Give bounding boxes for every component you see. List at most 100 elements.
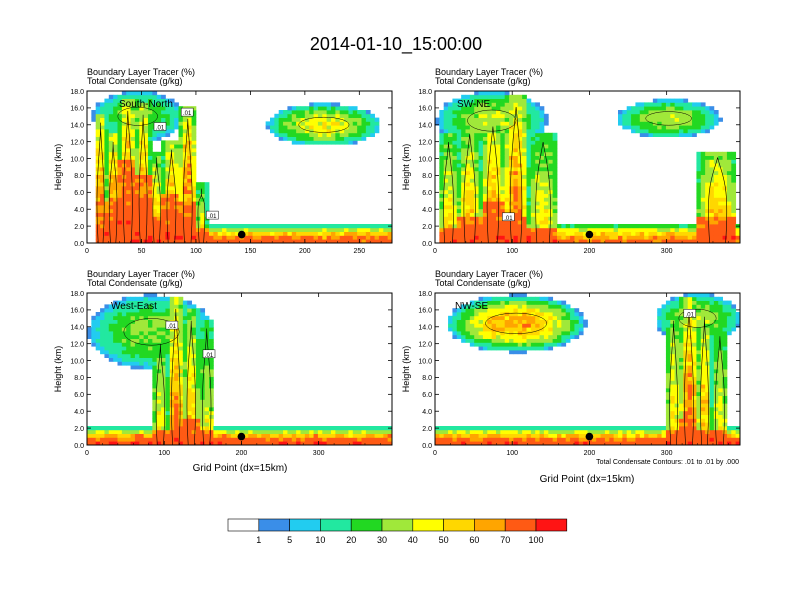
tracer-cell bbox=[357, 231, 362, 236]
tracer-cell bbox=[300, 437, 306, 442]
tracer-cell bbox=[130, 125, 136, 130]
tracer-cell bbox=[100, 113, 105, 118]
tracer-cell bbox=[230, 426, 236, 431]
tracer-cell bbox=[178, 403, 184, 408]
tracer-cell bbox=[465, 125, 471, 130]
tracer-cell bbox=[95, 174, 101, 179]
tracer-cell bbox=[204, 422, 210, 427]
tracer-cell bbox=[174, 403, 179, 408]
tracer-cell bbox=[500, 338, 506, 343]
tracer-cell bbox=[104, 441, 110, 445]
tracer-cell bbox=[452, 178, 458, 183]
tracer-cell bbox=[174, 167, 179, 172]
tracer-cell bbox=[296, 433, 301, 438]
tracer-cell bbox=[548, 189, 554, 194]
tracer-cell bbox=[665, 315, 671, 320]
tracer-cell bbox=[265, 125, 271, 130]
tracer-cell bbox=[731, 227, 737, 232]
tracer-cell bbox=[570, 319, 575, 324]
tracer-cell bbox=[535, 304, 540, 309]
tracer-cell bbox=[578, 437, 584, 442]
tracer-cell bbox=[143, 429, 149, 434]
tracer-cell bbox=[565, 426, 571, 431]
tracer-cell bbox=[491, 193, 497, 198]
tracer-cell bbox=[722, 155, 728, 160]
tracer-cell bbox=[596, 231, 601, 236]
tracer-cell bbox=[169, 353, 175, 358]
panel-title-line-2: Total Condensate (g/kg) bbox=[87, 278, 183, 288]
tracer-cell bbox=[439, 170, 445, 175]
tracer-cell bbox=[552, 167, 558, 172]
tracer-cell bbox=[213, 231, 219, 236]
tracer-cell bbox=[574, 327, 580, 332]
tracer-cell bbox=[565, 315, 571, 320]
tracer-cell bbox=[300, 239, 306, 243]
tracer-cell bbox=[456, 426, 462, 431]
tracer-cell bbox=[383, 235, 389, 240]
tracer-cell bbox=[530, 300, 536, 305]
tracer-cell bbox=[561, 334, 567, 339]
tracer-cell bbox=[548, 193, 554, 198]
tracer-cell bbox=[504, 227, 510, 232]
tracer-cell bbox=[178, 410, 184, 415]
tracer-cell bbox=[104, 235, 110, 240]
tracer-cell bbox=[117, 429, 123, 434]
tracer-cell bbox=[474, 220, 479, 225]
tracer-cell bbox=[465, 129, 471, 134]
tracer-cell bbox=[95, 132, 101, 137]
tracer-cell bbox=[535, 300, 540, 305]
tracer-cell bbox=[156, 300, 162, 305]
tracer-cell bbox=[100, 350, 105, 355]
tracer-cell bbox=[539, 193, 545, 198]
tracer-cell bbox=[270, 426, 275, 431]
tracer-cell bbox=[165, 380, 171, 385]
tracer-cell bbox=[113, 433, 118, 438]
tracer-cell bbox=[504, 178, 510, 183]
tracer-cell bbox=[487, 323, 493, 328]
tracer-cell bbox=[535, 155, 540, 160]
tracer-cell bbox=[100, 224, 105, 229]
tracer-cell bbox=[331, 426, 336, 431]
tracer-cell bbox=[100, 212, 105, 217]
tracer-cell bbox=[117, 308, 123, 313]
tracer-cell bbox=[195, 197, 201, 202]
tracer-cell bbox=[726, 155, 732, 160]
tracer-cell bbox=[609, 437, 615, 442]
tracer-cell bbox=[182, 129, 188, 134]
tracer-cell bbox=[731, 159, 737, 164]
tracer-cell bbox=[100, 182, 105, 187]
tracer-cell bbox=[491, 437, 497, 442]
tracer-cell bbox=[522, 300, 527, 305]
tracer-cell bbox=[443, 235, 449, 240]
tracer-cell bbox=[287, 224, 293, 229]
tracer-cell bbox=[95, 441, 101, 445]
tracer-cell bbox=[578, 331, 584, 336]
tracer-cell bbox=[456, 308, 462, 313]
tracer-cell bbox=[130, 193, 136, 198]
tracer-cell bbox=[478, 121, 484, 126]
tracer-cell bbox=[187, 136, 192, 141]
tracer-cell bbox=[134, 429, 140, 434]
tracer-cell bbox=[169, 102, 175, 107]
tracer-cell bbox=[274, 132, 280, 137]
tracer-cell bbox=[191, 174, 197, 179]
tracer-cell bbox=[156, 174, 162, 179]
tracer-cell bbox=[161, 224, 166, 229]
tracer-cell bbox=[526, 144, 532, 149]
tracer-cell bbox=[152, 319, 158, 324]
tracer-cell bbox=[134, 91, 140, 96]
tracer-cell bbox=[178, 312, 184, 317]
tracer-cell bbox=[583, 224, 588, 229]
y-tick-label: 4.0 bbox=[74, 207, 84, 214]
tracer-cell bbox=[130, 231, 136, 236]
tracer-cell bbox=[456, 208, 462, 213]
tracer-cell bbox=[383, 429, 389, 434]
tracer-cell bbox=[113, 429, 118, 434]
tracer-cell bbox=[700, 239, 706, 243]
tracer-cell bbox=[530, 167, 536, 172]
tracer-cell bbox=[674, 224, 680, 229]
tracer-cell bbox=[165, 300, 171, 305]
tracer-cell bbox=[722, 212, 728, 217]
tracer-cell bbox=[121, 140, 127, 145]
condensate-contour bbox=[166, 149, 177, 243]
